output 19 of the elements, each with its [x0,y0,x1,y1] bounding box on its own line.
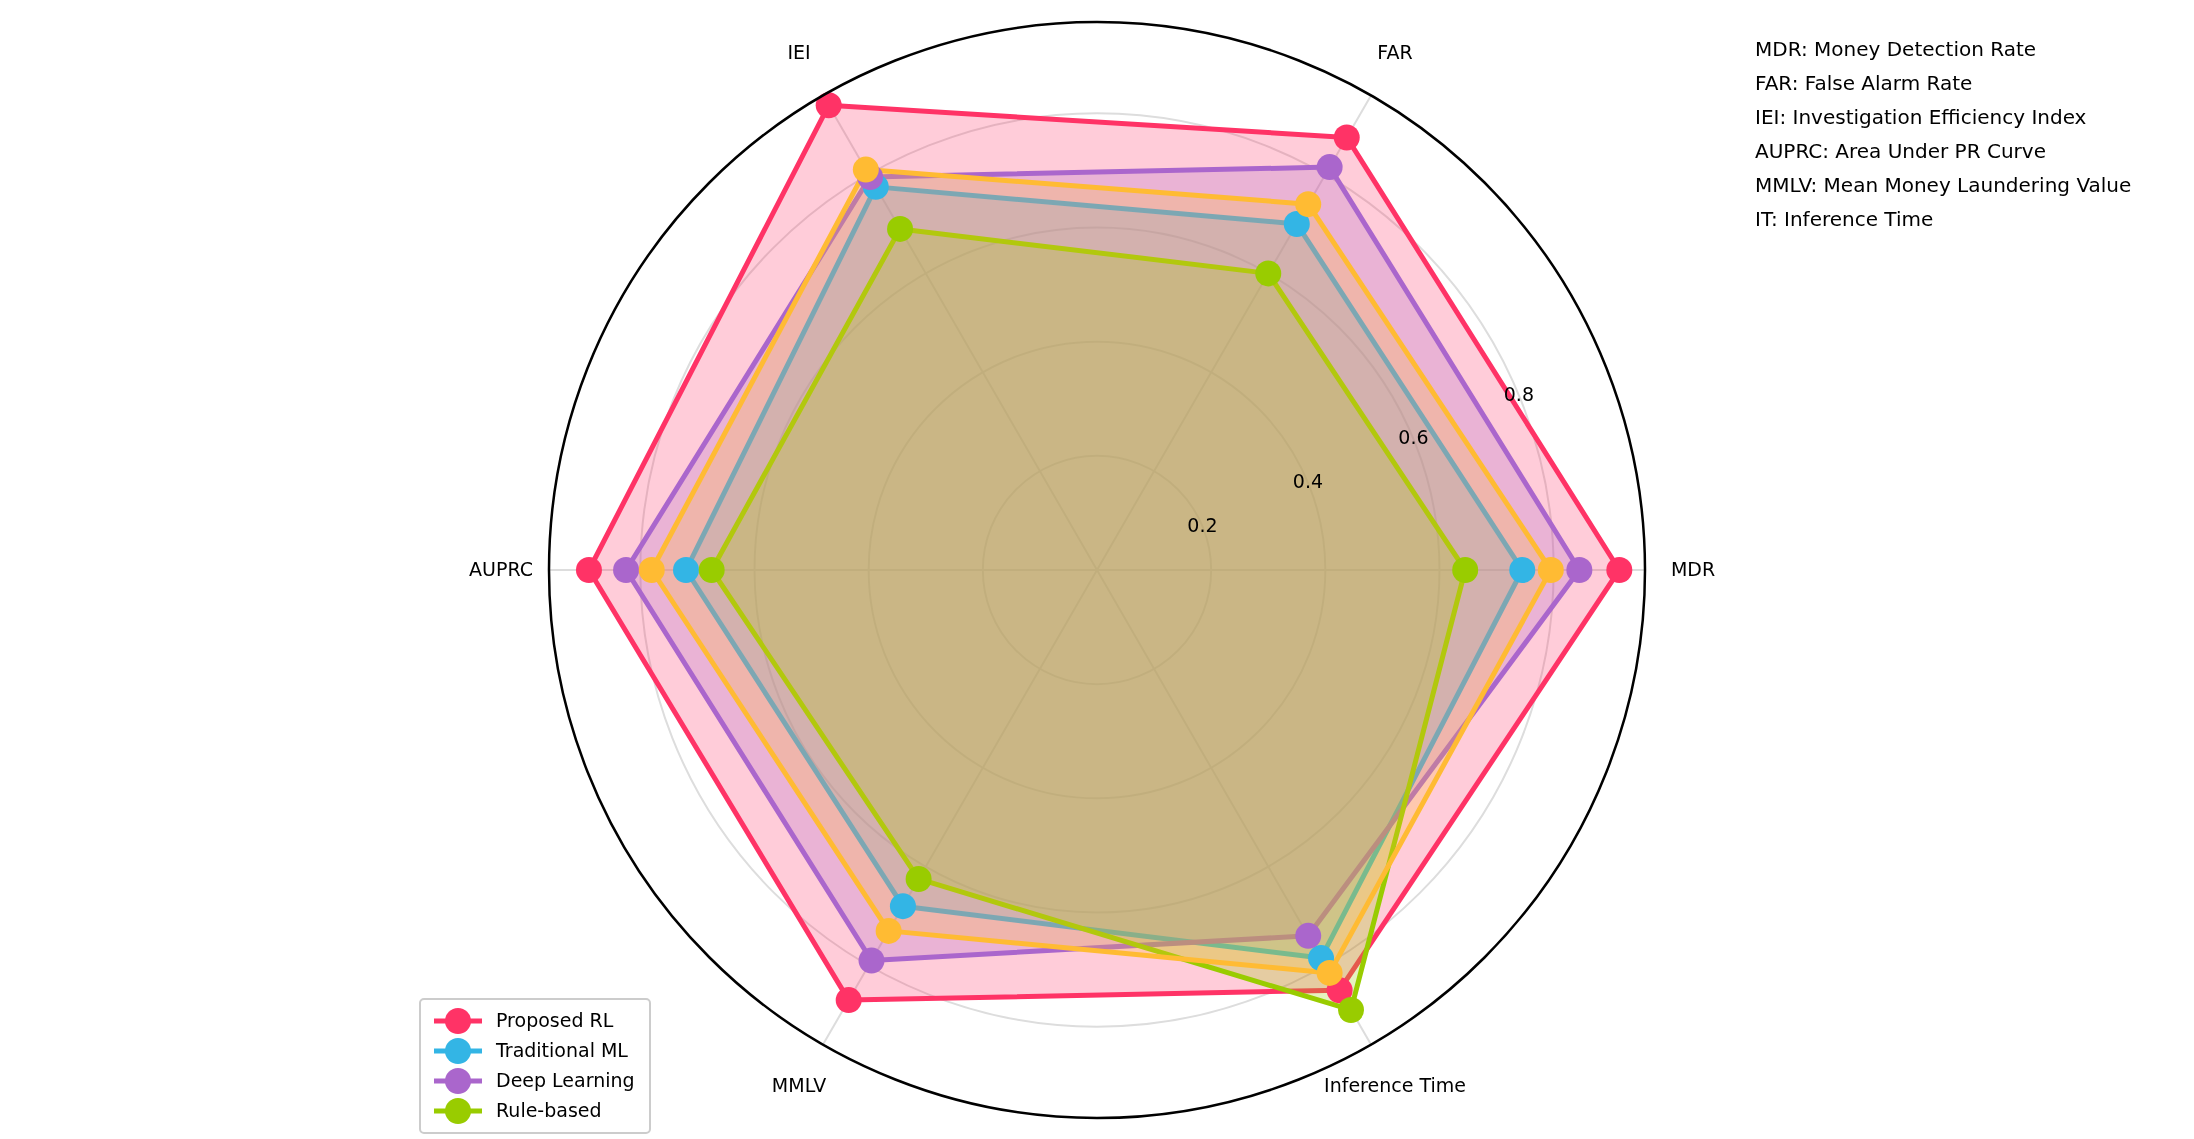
y-tick-label: 0.6 [1398,426,1429,449]
legend-label: Deep Learning [496,1068,635,1091]
text: FAR: False Alarm Rate [1755,70,1973,95]
legend-label: Proposed RL [496,1008,614,1031]
legend-label: Traditional ML [495,1038,629,1061]
text: AUPRC: Area Under PR Curve [1755,138,2046,163]
spoke-label: Inference Time [1324,1073,1466,1096]
spoke-label: FAR [1377,41,1413,64]
legend-label: Rule-based [496,1098,602,1121]
y-tick-label: 0.2 [1187,513,1218,536]
y-tick-label: 0.4 [1292,470,1324,493]
spoke-label: MDR [1670,557,1716,580]
text: MMLV: Mean Money Laundering Value [1755,172,2132,197]
text: IEI: Investigation Efficiency Index [1755,104,2087,129]
spoke-label: MMLV [771,1073,827,1096]
text: IT: Inference Time [1755,206,1934,231]
spoke-label: IEI [787,41,811,64]
text: MDR: Money Detection Rate [1755,36,2037,61]
spoke-label: AUPRC [469,557,533,580]
